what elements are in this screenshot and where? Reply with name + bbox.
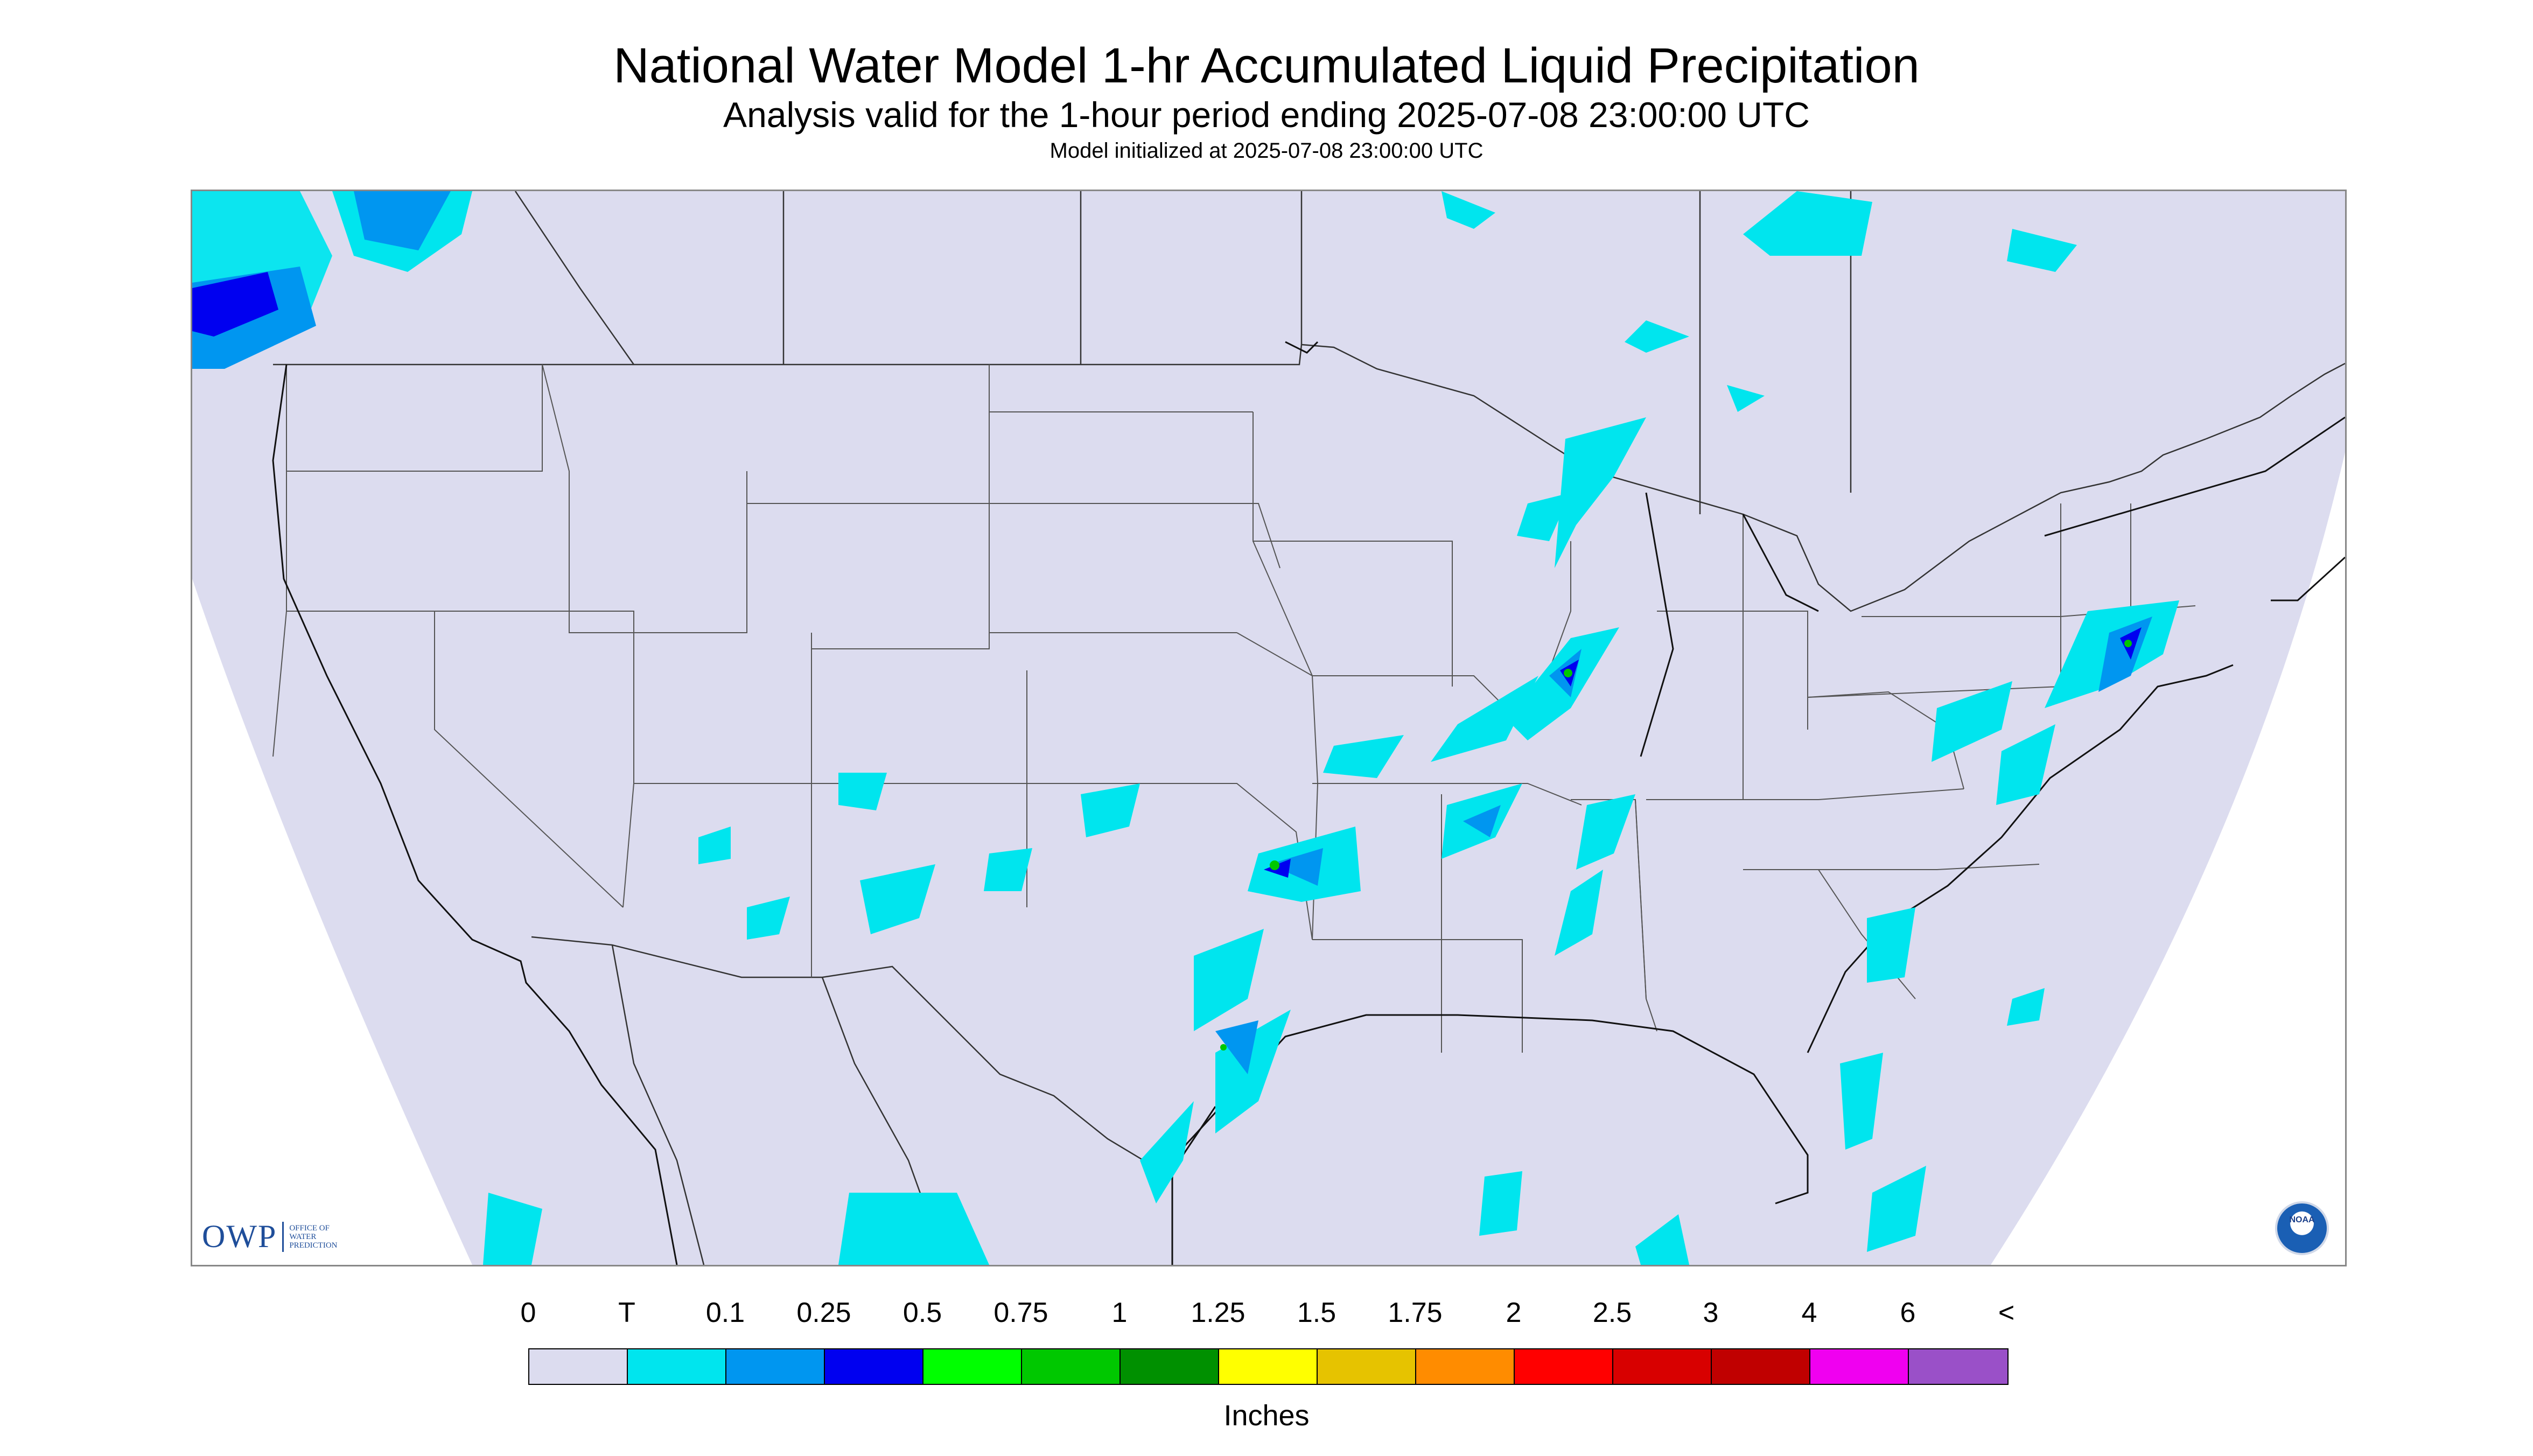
legend-swatch — [628, 1349, 726, 1384]
precipitation-heavy — [1220, 640, 2132, 1051]
legend-label: 1 — [1111, 1297, 1128, 1328]
legend-swatch — [1121, 1349, 1219, 1384]
legend-label: 0.25 — [796, 1297, 851, 1328]
legend-swatch — [1022, 1349, 1121, 1384]
legend-swatch — [726, 1349, 825, 1384]
legend-label: T — [618, 1297, 635, 1328]
legend-label: 0.75 — [993, 1297, 1048, 1328]
owp-logo-text: OWP — [202, 1219, 277, 1254]
legend-swatch — [529, 1349, 628, 1384]
legend-label: 3 — [1703, 1297, 1719, 1328]
legend-swatch — [1810, 1349, 1909, 1384]
legend-label: 1.75 — [1388, 1297, 1443, 1328]
legend-label: 2 — [1506, 1297, 1522, 1328]
legend-swatch — [1416, 1349, 1515, 1384]
legend-units: Inches — [1223, 1399, 1310, 1432]
legend-swatch — [1219, 1349, 1318, 1384]
legend-label: 0.5 — [902, 1297, 942, 1328]
legend-swatch — [1909, 1349, 2007, 1384]
legend-colorbar — [528, 1348, 2009, 1385]
owp-logo-subtext: OFFICE OF WATER PREDICTION — [289, 1223, 338, 1250]
legend-swatch — [1712, 1349, 1810, 1384]
legend-label: 0 — [520, 1297, 536, 1328]
legend-labels: 0 T 0.1 0.25 0.5 0.75 1 1.25 1.5 1.75 2 2.5 3 4 6 < — [0, 1297, 2533, 1334]
legend-label: < — [1998, 1297, 2015, 1328]
legend-swatch — [1613, 1349, 1712, 1384]
legend-label: 1.25 — [1191, 1297, 1245, 1328]
legend-swatch — [825, 1349, 923, 1384]
legend-swatch — [1318, 1349, 1416, 1384]
owp-logo: OWP OFFICE OF WATER PREDICTION — [202, 1218, 338, 1255]
legend-swatch — [1515, 1349, 1613, 1384]
noaa-logo-text: NOAA — [2289, 1215, 2315, 1224]
legend-label: 0.1 — [705, 1297, 745, 1328]
noaa-logo: NOAA — [2275, 1201, 2329, 1255]
legend-label: 2.5 — [1592, 1297, 1632, 1328]
legend-swatch — [923, 1349, 1022, 1384]
map-subtitle: Analysis valid for the 1-hour period end… — [723, 95, 1810, 135]
legend-label: 4 — [1801, 1297, 1817, 1328]
model-init-time: Model initialized at 2025-07-08 23:00:00… — [1049, 139, 1484, 163]
legend-label: 1.5 — [1297, 1297, 1337, 1328]
map-title: National Water Model 1-hr Accumulated Li… — [613, 38, 1920, 93]
legend-label: 6 — [1900, 1297, 1916, 1328]
coastlines — [272, 341, 2345, 1265]
model-domain — [192, 191, 2345, 1265]
country-borders — [273, 191, 2345, 1265]
owp-logo-divider — [282, 1221, 284, 1252]
map-canvas — [192, 191, 2345, 1265]
precipitation-map: OWP OFFICE OF WATER PREDICTION NOAA — [191, 190, 2347, 1266]
